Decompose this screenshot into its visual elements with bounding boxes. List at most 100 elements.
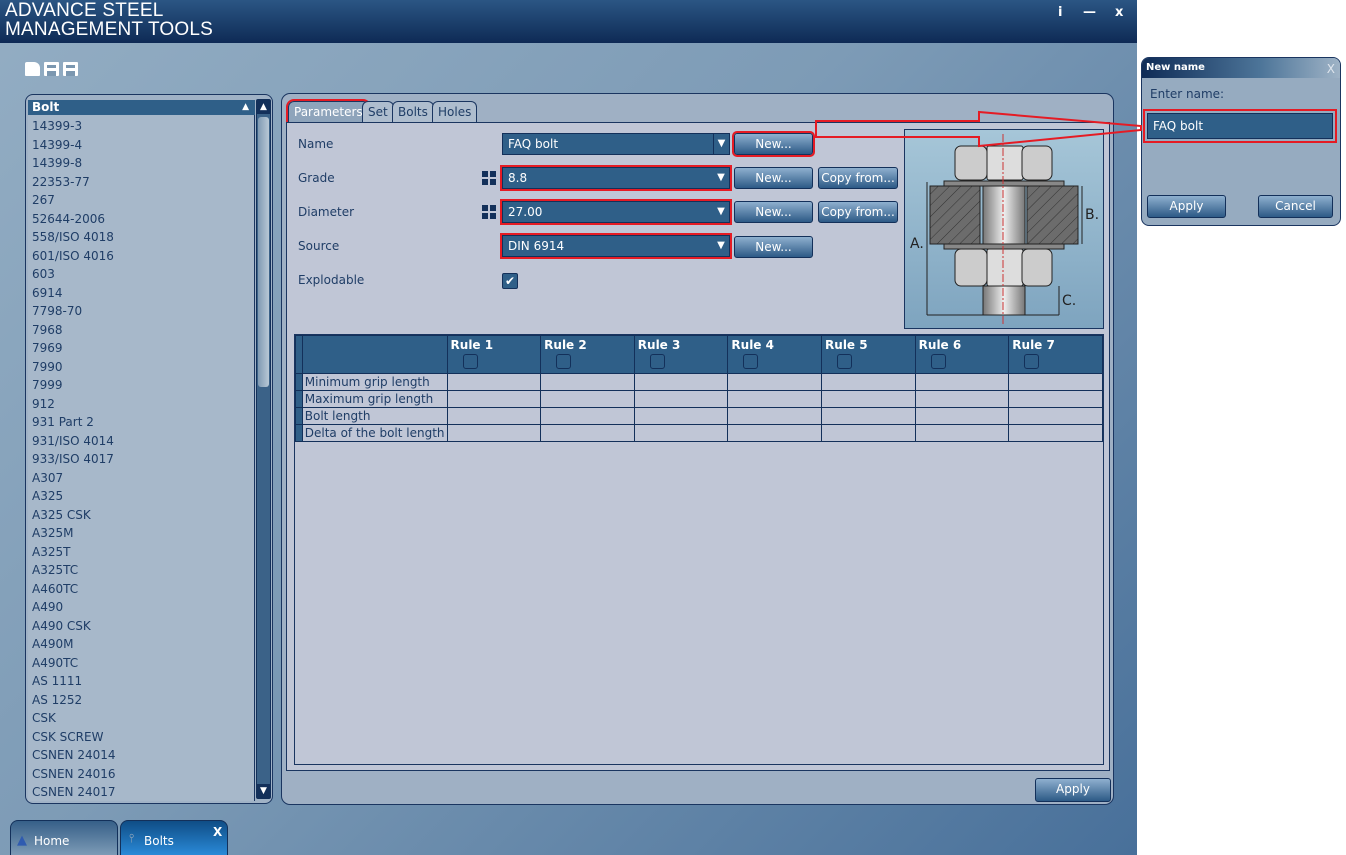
rule-cell[interactable] — [540, 407, 635, 425]
chevron-down-icon[interactable]: ▼ — [713, 134, 729, 154]
list-item[interactable]: A490 — [32, 600, 64, 614]
rule-cell[interactable] — [727, 390, 823, 408]
rule-checkbox[interactable] — [649, 354, 665, 369]
list-item[interactable]: 931/ISO 4014 — [32, 433, 114, 448]
scroll-thumb[interactable] — [258, 117, 269, 387]
rule-cell[interactable] — [633, 373, 729, 391]
list-item[interactable]: 931 Part 2 — [32, 415, 94, 429]
new-grade-button[interactable]: New... — [734, 167, 813, 189]
dialog-cancel-button[interactable]: Cancel — [1258, 195, 1333, 218]
rule-cell[interactable] — [821, 373, 916, 391]
rule-cell[interactable] — [633, 424, 729, 442]
rule-cell[interactable] — [633, 390, 729, 408]
source-combo[interactable]: DIN 6914 ▼ — [500, 233, 732, 259]
rule-cell[interactable] — [446, 390, 542, 408]
list-item[interactable]: A325TC — [32, 563, 79, 577]
list-item[interactable]: 22353-77 — [32, 174, 90, 189]
list-header[interactable]: Bolt ▲ — [28, 100, 255, 115]
list-item[interactable]: 6914 — [32, 285, 63, 300]
list-item[interactable]: 52644-2006 — [32, 211, 106, 226]
diameter-combo[interactable]: 27.00 ▼ — [500, 199, 732, 225]
rule-checkbox[interactable] — [930, 354, 946, 369]
list-item[interactable]: 7968 — [32, 322, 63, 337]
list-item[interactable]: CSNEN 24016 — [32, 766, 116, 781]
tab-set[interactable]: Set — [362, 101, 394, 122]
tab-holes[interactable]: Holes — [432, 101, 478, 122]
rule-cell[interactable] — [727, 407, 823, 425]
bottom-tab-bolts[interactable]: ⫯ Bolts X — [120, 820, 228, 855]
dialog-close-icon[interactable]: X — [1326, 62, 1335, 76]
list-item[interactable]: 603 — [32, 267, 55, 281]
rule-cell[interactable] — [1008, 424, 1103, 442]
rule-cell[interactable] — [914, 390, 1010, 408]
open-folder-icon[interactable] — [25, 62, 40, 76]
new-diameter-button[interactable]: New... — [734, 201, 813, 223]
close-tab-icon[interactable]: X — [213, 825, 223, 839]
copy-diameter-button[interactable]: Copy from... — [818, 201, 898, 223]
list-item[interactable]: A307 — [32, 470, 64, 485]
save-icon[interactable] — [44, 62, 59, 76]
rule-cell[interactable] — [1008, 407, 1103, 425]
rule-cell[interactable] — [914, 373, 1010, 391]
explodable-checkbox[interactable]: ✔ — [502, 273, 518, 289]
list-item[interactable]: 7798-70 — [32, 304, 83, 318]
new-source-button[interactable]: New... — [734, 236, 813, 258]
rule-cell[interactable] — [821, 407, 916, 425]
chevron-down-icon[interactable]: ▼ — [717, 240, 725, 251]
rule-cell[interactable] — [1008, 390, 1103, 408]
dialog-apply-button[interactable]: Apply — [1147, 195, 1226, 218]
minimize-button[interactable]: — — [1083, 5, 1096, 20]
grid-icon[interactable] — [482, 171, 496, 185]
chevron-down-icon[interactable]: ▼ — [717, 172, 725, 183]
info-button[interactable]: i — [1058, 5, 1063, 20]
grade-combo[interactable]: 8.8 ▼ — [500, 165, 732, 191]
rule-cell[interactable] — [727, 424, 823, 442]
list-item[interactable]: 267 — [32, 193, 55, 207]
rule-cell[interactable] — [633, 407, 729, 425]
rule-checkbox[interactable] — [462, 354, 478, 369]
rule-cell[interactable] — [540, 373, 635, 391]
list-item[interactable]: AS 1252 — [32, 692, 83, 707]
sort-ascending-icon[interactable]: ▲ — [242, 102, 249, 112]
scroll-down-icon[interactable]: ▼ — [257, 784, 270, 798]
list-item[interactable]: CSNEN 24017 — [32, 785, 116, 799]
rule-cell[interactable] — [540, 390, 635, 408]
list-item[interactable]: 933/ISO 4017 — [32, 452, 114, 466]
list-item[interactable]: A325 CSK — [32, 507, 91, 522]
list-item[interactable]: A490 CSK — [32, 618, 91, 633]
list-item[interactable]: CSK — [32, 711, 56, 725]
list-item[interactable]: A490M — [32, 637, 74, 651]
grid-icon[interactable] — [482, 205, 496, 219]
list-item[interactable]: A490TC — [32, 655, 79, 670]
rule-cell[interactable] — [821, 424, 916, 442]
list-item[interactable]: 558/ISO 4018 — [32, 230, 114, 244]
tab-bolts[interactable]: Bolts — [392, 101, 434, 122]
save-as-icon[interactable] — [63, 62, 78, 76]
rule-cell[interactable] — [1008, 373, 1103, 391]
rule-cell[interactable] — [914, 424, 1010, 442]
list-item[interactable]: CSK SCREW — [32, 729, 104, 744]
list-item[interactable]: 14399-8 — [32, 156, 83, 170]
tab-parameters[interactable]: Parameters — [286, 99, 371, 124]
list-item[interactable]: 601/ISO 4016 — [32, 248, 114, 263]
rule-cell[interactable] — [727, 373, 823, 391]
rule-checkbox[interactable] — [1024, 354, 1040, 369]
apply-button[interactable]: Apply — [1035, 778, 1111, 802]
list-item[interactable]: 14399-3 — [32, 119, 83, 133]
list-item[interactable]: AS 1111 — [32, 674, 83, 688]
name-combo[interactable]: FAQ bolt ▼ — [502, 133, 730, 155]
rule-cell[interactable] — [540, 424, 635, 442]
rule-checkbox[interactable] — [743, 354, 759, 369]
list-item[interactable]: 912 — [32, 396, 55, 411]
list-scrollbar[interactable]: ▲ ▼ — [256, 99, 271, 799]
name-input[interactable]: FAQ bolt — [1143, 109, 1337, 143]
list-item[interactable]: 7990 — [32, 359, 63, 374]
close-button[interactable]: x — [1115, 5, 1124, 20]
list-item[interactable]: 7969 — [32, 341, 63, 355]
list-item[interactable]: A325M — [32, 526, 74, 540]
list-item[interactable]: A325T — [32, 544, 71, 559]
list-item[interactable]: 7999 — [32, 378, 63, 392]
rule-checkbox[interactable] — [837, 354, 853, 369]
copy-grade-button[interactable]: Copy from... — [818, 167, 898, 189]
rule-cell[interactable] — [821, 390, 916, 408]
